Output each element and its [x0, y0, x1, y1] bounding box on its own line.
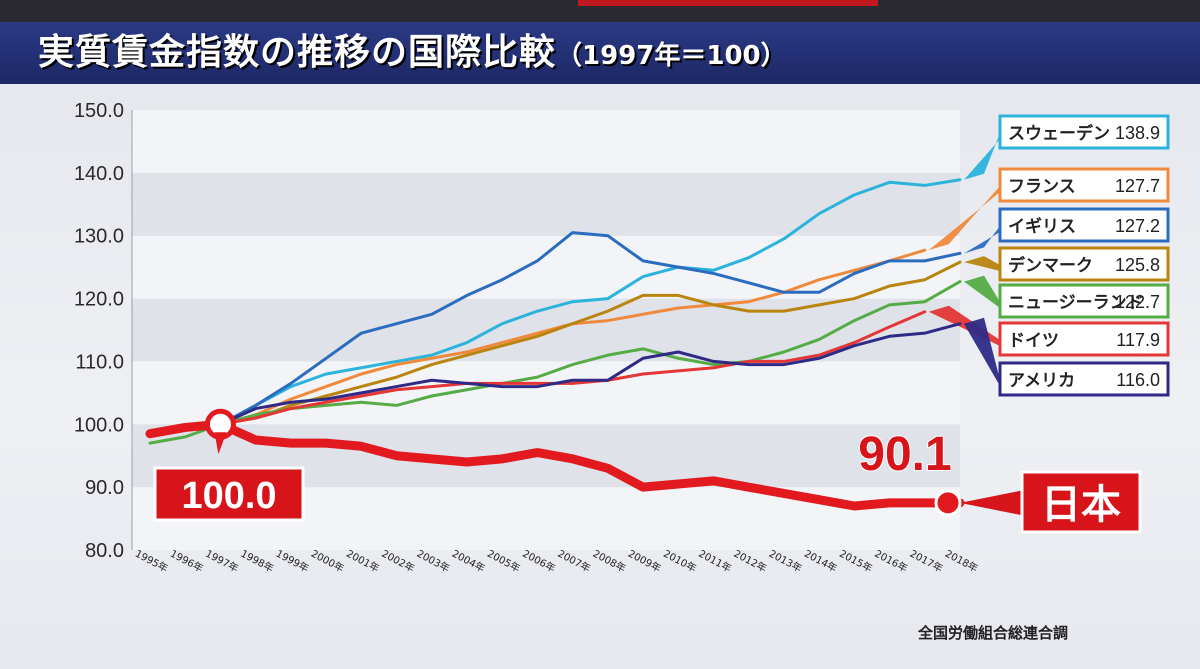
x-tick-label: 2000年 [309, 547, 346, 575]
title-bar [0, 22, 1200, 84]
legend-series-name: デンマーク [1008, 255, 1093, 276]
series-line [145, 419, 965, 511]
legend-item: アメリカ 116.0 [964, 317, 1170, 397]
y-tick-label: 100.0 [74, 414, 124, 436]
legend-connector [964, 256, 1000, 271]
x-tick-label: 2008年 [591, 547, 628, 575]
x-tick-label: 1996年 [168, 547, 205, 575]
x-tick-label: 1999年 [274, 547, 311, 575]
chart-subtitle: （1997年＝100） [556, 41, 787, 71]
y-tick-label: 140.0 [74, 163, 124, 185]
japan-start-pointer [214, 432, 227, 455]
grid-band [132, 235, 960, 299]
legend-item: デンマーク 125.8 [964, 246, 1170, 282]
legend-box [998, 283, 1170, 319]
series-line [218, 322, 962, 426]
japan-start-box [153, 466, 305, 522]
legend-series-name: フランス [1008, 177, 1076, 197]
legend-series-value: 127.2 [1115, 216, 1160, 236]
x-tick-label: 2014年 [802, 547, 839, 575]
x-tick-label: 2017年 [908, 547, 945, 575]
legend-series-name: イギリス [1008, 217, 1076, 237]
japan-label: 日本 [1041, 482, 1121, 528]
y-tick-label: 80.0 [85, 540, 124, 562]
legend-series-value: 122.7 [1115, 292, 1160, 312]
legend-box [998, 207, 1170, 243]
x-tick-label: 2013年 [767, 547, 804, 575]
x-tick-label: 2018年 [943, 547, 980, 575]
x-tick-label: 2004年 [450, 547, 487, 575]
legend-box [998, 114, 1170, 150]
legend-series-value: 125.8 [1115, 255, 1160, 275]
y-tick-label: 150.0 [74, 100, 124, 122]
top-frame [0, 0, 1200, 22]
x-tick-label: 2012年 [732, 547, 769, 575]
legend-box [998, 361, 1170, 397]
y-tick-label: 130.0 [74, 226, 124, 248]
chart-title-main: 実質賃金指数の推移の国際比較 [38, 32, 557, 73]
legend-series-name: ニュージーランド [1008, 293, 1144, 313]
japan-label-box [1020, 470, 1142, 534]
legend-series-value: 117.9 [1116, 330, 1160, 350]
japan-label-pointer [960, 488, 1030, 517]
legend-series-name: アメリカ [1008, 371, 1075, 391]
x-tick-label: 2006年 [520, 547, 557, 575]
legend-connector [964, 133, 1000, 180]
x-tick-label: 2010年 [661, 547, 698, 575]
grid-band [132, 172, 960, 236]
x-tick-label: 2009年 [626, 547, 663, 575]
x-tick-label: 1997年 [203, 547, 240, 575]
japan-start-value: 100.0 [181, 475, 276, 517]
legend-series-name: ドイツ [1008, 331, 1059, 351]
series-line [218, 178, 962, 426]
legend-item: イギリス 127.2 [964, 207, 1170, 254]
japan-end-value: 90.1 [858, 428, 951, 481]
top-red-bar [578, 0, 878, 6]
legend-box [998, 246, 1170, 282]
x-tick-label: 1998年 [239, 547, 276, 575]
y-tick-label: 110.0 [75, 351, 124, 373]
source-credit: 全国労働組合総連合調 [918, 624, 1069, 642]
x-tick-label: 1995年 [133, 547, 170, 575]
legend-item: スウェーデン 138.9 [964, 114, 1170, 180]
legend-box [998, 167, 1170, 203]
x-tick-label: 2007年 [556, 547, 593, 575]
grid-band [132, 110, 960, 173]
y-tick-label: 120.0 [74, 289, 124, 311]
x-tick-label: 2005年 [485, 547, 522, 575]
legend-series-value: 138.9 [1115, 123, 1160, 143]
legend-connector [964, 317, 1000, 386]
x-tick-label: 2002年 [379, 547, 416, 575]
legend-series-name: スウェーデン [1008, 123, 1110, 144]
x-tick-label: 2003年 [415, 547, 452, 575]
series-line [218, 231, 962, 426]
legend-box [998, 321, 1170, 357]
legend-series-value: 127.7 [1115, 176, 1160, 196]
legend-item: フランス 127.7 [928, 167, 1170, 251]
series-line [218, 310, 927, 426]
legend-connector [964, 275, 1000, 308]
chart-title: 実質賃金指数の推移の国際比較（1997年＝100） [38, 30, 787, 76]
x-tick-label: 2011年 [696, 547, 733, 575]
legend-connector [964, 226, 1000, 254]
y-tick-label: 90.0 [85, 477, 124, 499]
x-tick-label: 2001年 [344, 547, 381, 575]
legend-series-value: 116.0 [1116, 370, 1160, 390]
x-tick-label: 2016年 [873, 547, 910, 575]
x-tick-label: 2015年 [837, 547, 874, 575]
series-line [218, 260, 962, 426]
japan-end-marker [934, 489, 962, 517]
